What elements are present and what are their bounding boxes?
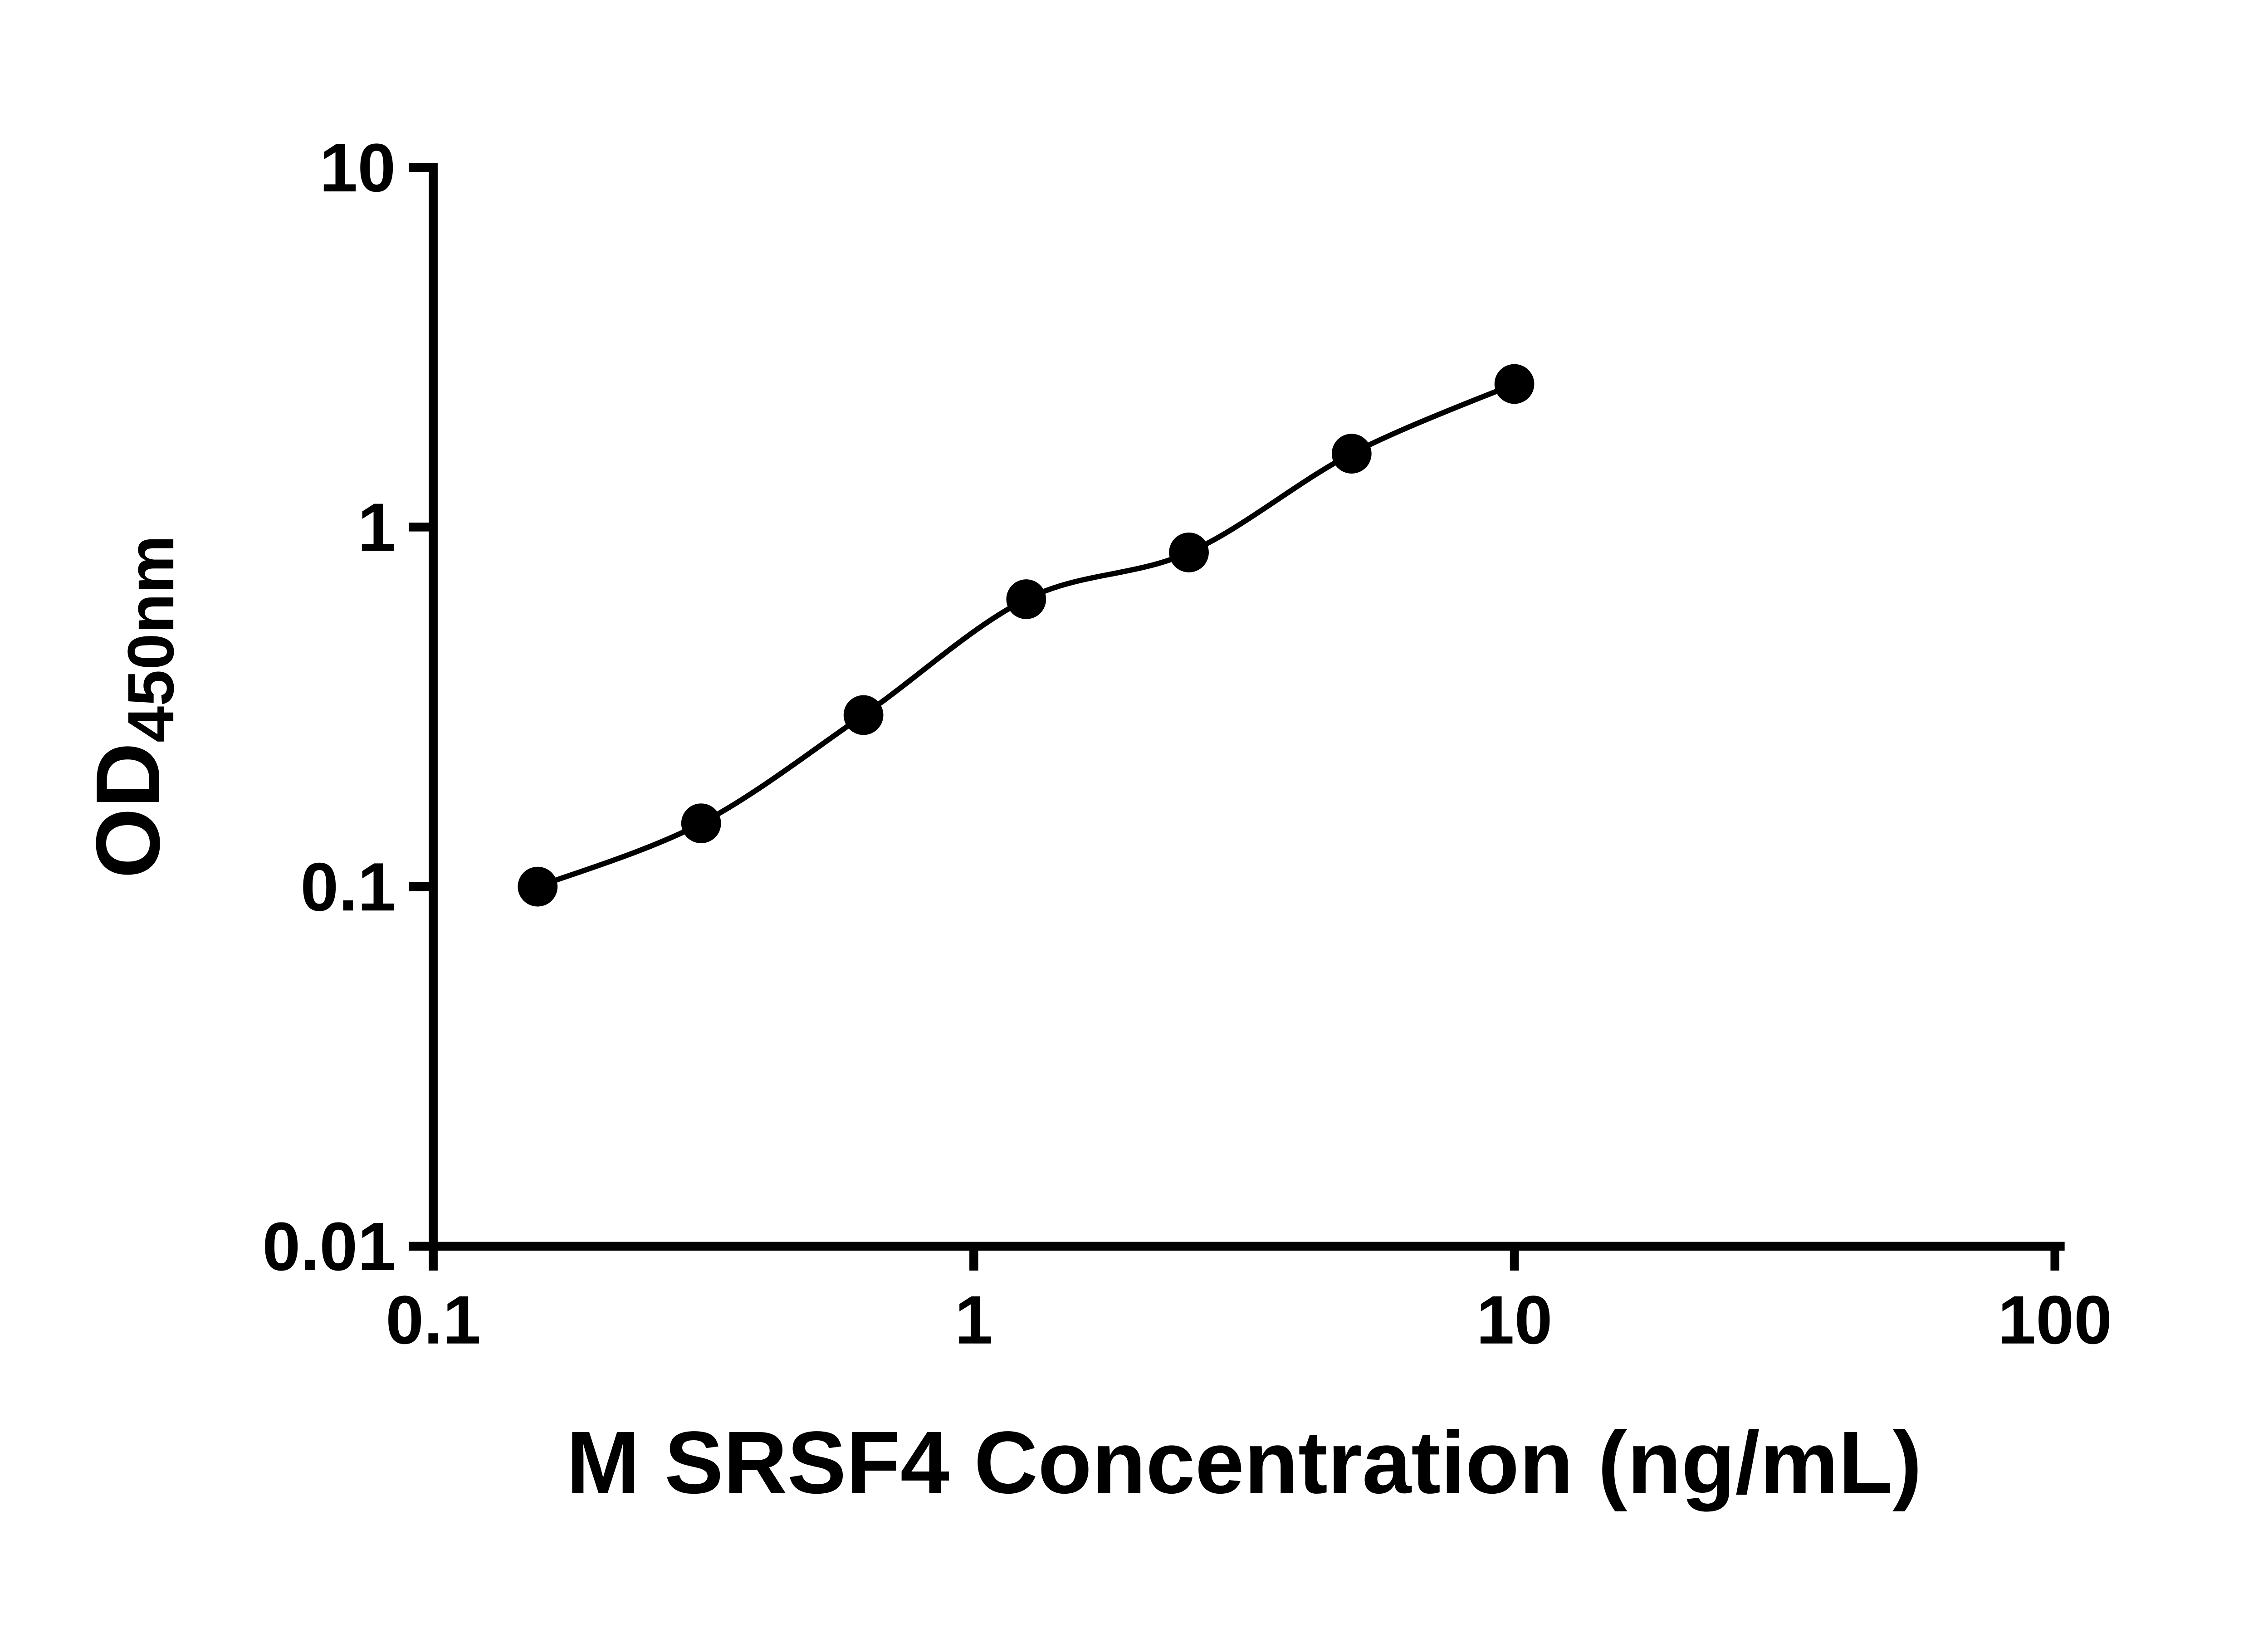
data-point <box>681 803 721 843</box>
data-point <box>1331 434 1372 474</box>
data-point <box>518 866 558 907</box>
y-axis-title-main: OD <box>78 743 179 879</box>
x-tick-label: 100 <box>1998 1282 2112 1359</box>
y-tick-label: 0.01 <box>262 1208 396 1285</box>
x-axis-title: M SRSF4 Concentration (ng/mL) <box>566 1413 1922 1512</box>
x-tick-label: 1 <box>955 1282 993 1359</box>
y-tick-label: 10 <box>319 130 396 206</box>
y-axis-title: OD450nm <box>78 535 187 879</box>
data-point <box>843 695 884 735</box>
data-point <box>1169 533 1209 572</box>
y-tick-label: 0.1 <box>300 849 396 925</box>
data-point <box>1006 579 1046 619</box>
x-tick-label: 0.1 <box>386 1282 481 1359</box>
y-tick-label: 1 <box>357 489 396 566</box>
data-point <box>1494 364 1535 404</box>
x-tick-label: 10 <box>1476 1282 1553 1359</box>
y-axis-title-sub: 450nm <box>114 535 187 743</box>
